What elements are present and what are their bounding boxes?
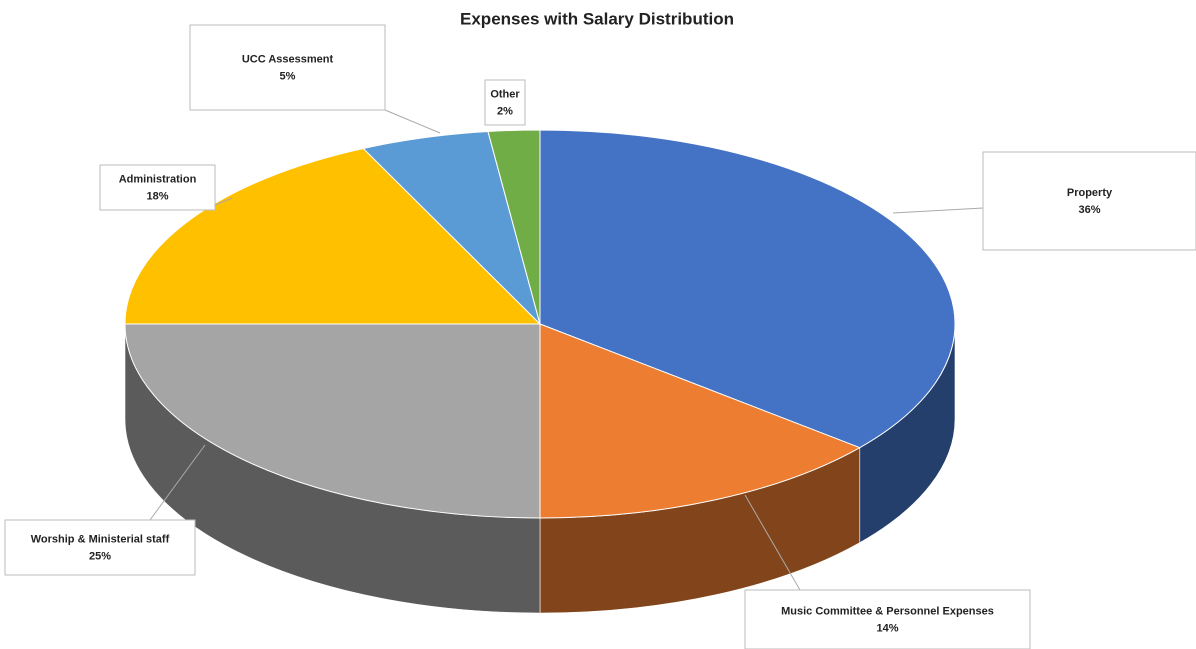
label-box — [189, 24, 386, 111]
value-label: 36% — [1078, 204, 1100, 216]
labels: Property 36% Music Committee & Personnel E… — [4, 24, 1196, 649]
pie-sides — [124, 323, 956, 614]
label-box — [99, 164, 216, 211]
pie-tops — [124, 129, 956, 519]
value-label: 14% — [876, 622, 898, 634]
leader-line — [384, 109, 441, 134]
leader-line — [892, 207, 984, 214]
category-label: UCC Assessment — [242, 53, 334, 65]
label-box — [484, 79, 526, 126]
category-label: Other — [490, 88, 520, 100]
value-label: 18% — [146, 190, 168, 202]
leader-line — [744, 494, 801, 591]
pie-slice — [124, 147, 542, 325]
category-label: Worship & Ministerial staff — [31, 533, 170, 545]
category-label: Property — [1067, 187, 1113, 199]
category-label: Music Committee & Personnel Expenses — [781, 605, 994, 617]
pie-slice — [539, 129, 956, 449]
leader-line — [149, 444, 206, 521]
category-label: Administration — [119, 173, 197, 185]
value-label: 5% — [280, 70, 296, 82]
value-label: 2% — [497, 105, 513, 117]
pie-slice — [539, 323, 861, 519]
label-box — [4, 519, 196, 576]
label-box — [982, 151, 1196, 251]
value-label: 25% — [89, 550, 111, 562]
pie-slice — [124, 323, 541, 519]
leader-line — [214, 197, 233, 206]
label-box — [744, 589, 1031, 649]
chart-title: Expenses with Salary Distribution — [460, 9, 734, 28]
pie-slice — [487, 129, 541, 325]
